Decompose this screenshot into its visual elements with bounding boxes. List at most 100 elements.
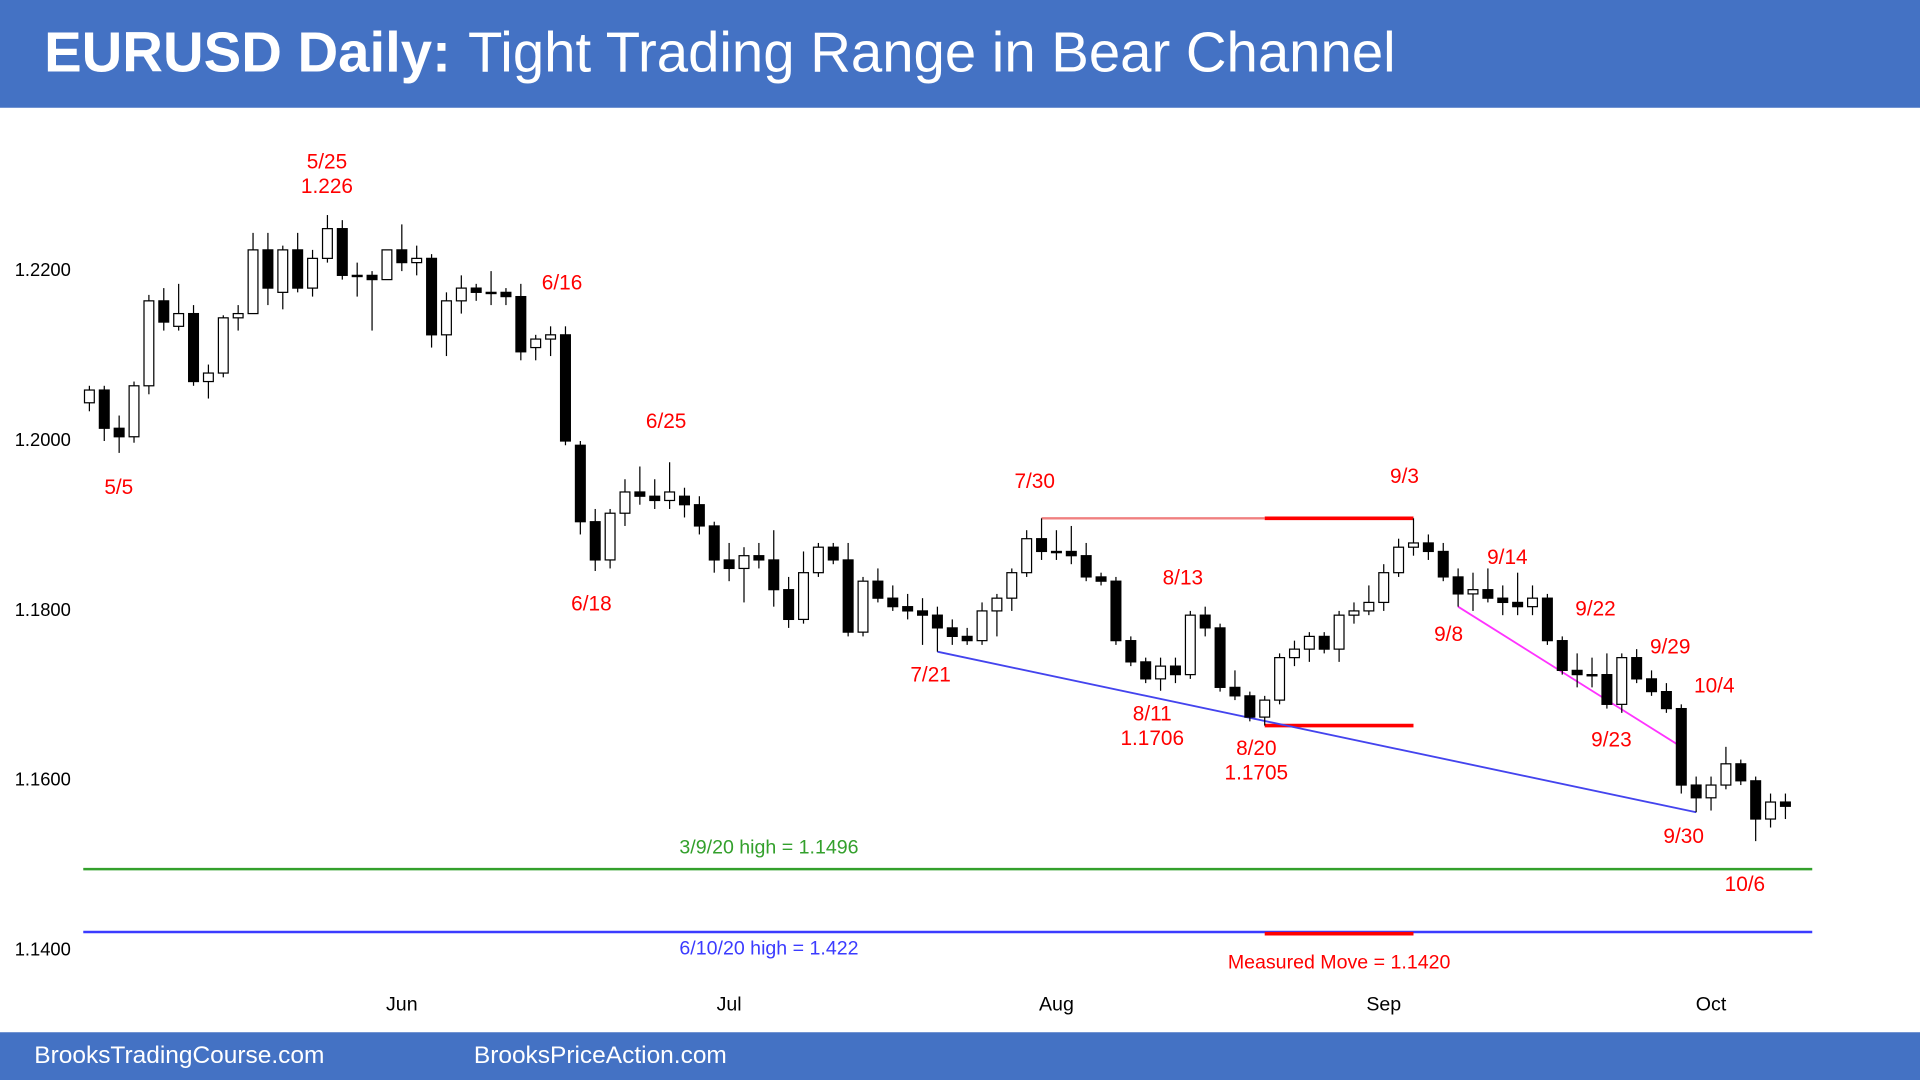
candle-body [1646, 678, 1658, 693]
x-tick-label: Oct [1696, 993, 1727, 1015]
candle-body [202, 372, 214, 383]
annotation: 6/16 [542, 272, 582, 295]
candle-body [991, 597, 1003, 612]
candle-body [1259, 699, 1271, 718]
candle-body [1303, 635, 1315, 650]
candle-body [277, 249, 289, 293]
candle-body [1497, 597, 1509, 604]
candle-body [678, 495, 690, 506]
annotation: 7/30 [1014, 470, 1054, 493]
candle-body [1660, 690, 1672, 710]
candle-body [1050, 550, 1062, 554]
candle-body [113, 427, 125, 438]
candle-body [1541, 597, 1553, 642]
title: EURUSD Daily: Tight Trading Range in Bear… [44, 20, 1396, 83]
candle-body [1184, 614, 1196, 676]
candle-body [1378, 572, 1390, 604]
candle-body [1452, 576, 1464, 595]
candle-body [262, 249, 274, 289]
candle-body [634, 491, 646, 497]
candle-body [1169, 665, 1181, 676]
annotation: 9/3 [1390, 465, 1419, 488]
annotation: 8/11 [1133, 703, 1172, 726]
candle-body [1140, 661, 1152, 680]
annotation: 6/18 [571, 592, 611, 615]
candle-body [604, 512, 616, 561]
header-bar [0, 0, 1920, 108]
candle-body [530, 338, 542, 349]
annotation: 1.226 [301, 175, 353, 198]
candle-body [1125, 640, 1137, 663]
trend-line [937, 650, 1697, 814]
footer-text: BrooksPriceAction.com [474, 1042, 727, 1069]
candle-body [232, 312, 244, 319]
annotation: 1.1705 [1225, 761, 1289, 784]
candle-body [917, 610, 929, 616]
candle-body [946, 627, 958, 638]
candle-body [887, 597, 899, 608]
y-tick-label: 1.1800 [15, 599, 71, 620]
candle-body [1765, 801, 1777, 820]
candle-body [1586, 674, 1598, 677]
annotation: 9/29 [1650, 635, 1690, 658]
candle-body [188, 312, 200, 383]
y-tick-label: 1.1600 [15, 769, 71, 790]
annotation: 9/8 [1434, 623, 1463, 646]
candle-body [1199, 614, 1211, 629]
candle-body [902, 606, 914, 612]
candle-body [827, 546, 839, 561]
candle-body [1095, 576, 1107, 582]
candle-body [1006, 572, 1018, 599]
candle-body [83, 389, 95, 404]
candle-body [1735, 763, 1747, 782]
annotation: 10/6 [1725, 873, 1765, 896]
candle-body [1110, 580, 1122, 642]
candle-body [1512, 601, 1524, 608]
candle-body [708, 525, 720, 561]
candle-body [842, 559, 854, 633]
annotation: 8/13 [1163, 567, 1203, 590]
candle-body [247, 249, 259, 315]
candle-body [292, 249, 304, 289]
y-tick-label: 1.2000 [15, 429, 71, 450]
footer-bar [0, 1032, 1920, 1080]
candle-body [1705, 784, 1717, 799]
candle-body [1690, 784, 1702, 799]
candle-body [1482, 589, 1494, 599]
candle-body [440, 300, 452, 336]
annotation: 9/23 [1591, 728, 1631, 751]
candle-body [1437, 550, 1449, 578]
candle-body [693, 504, 705, 527]
micro-channel-line [1457, 605, 1682, 748]
candle-body [485, 291, 497, 295]
candle-body [574, 444, 586, 523]
candle-body [619, 491, 631, 514]
candle-body [396, 249, 408, 264]
candle-body [1274, 657, 1286, 701]
candle-body [1214, 627, 1226, 688]
candle-body [589, 521, 601, 561]
candle-body [143, 300, 155, 387]
annotation: 9/14 [1487, 546, 1527, 569]
candle-body [1229, 686, 1241, 697]
candle-body [307, 257, 319, 289]
candle-body [1616, 657, 1628, 705]
candle-body [1036, 538, 1048, 553]
candle-body [1288, 648, 1300, 659]
candle-body [1571, 669, 1583, 676]
candle-body [664, 491, 676, 502]
measured-move-label: Measured Move = 1.1420 [1228, 951, 1451, 973]
candle-body [1244, 695, 1256, 718]
candle-body [1407, 542, 1419, 548]
candle-body [515, 295, 527, 353]
candle-body [738, 555, 750, 570]
y-tick-label: 1.1400 [15, 939, 71, 960]
candle-body [1021, 538, 1033, 574]
candle-body [1631, 657, 1643, 680]
candle-body [798, 572, 810, 621]
candle-body [455, 287, 467, 302]
candle-body [1467, 589, 1479, 595]
x-tick-label: Aug [1039, 993, 1074, 1015]
